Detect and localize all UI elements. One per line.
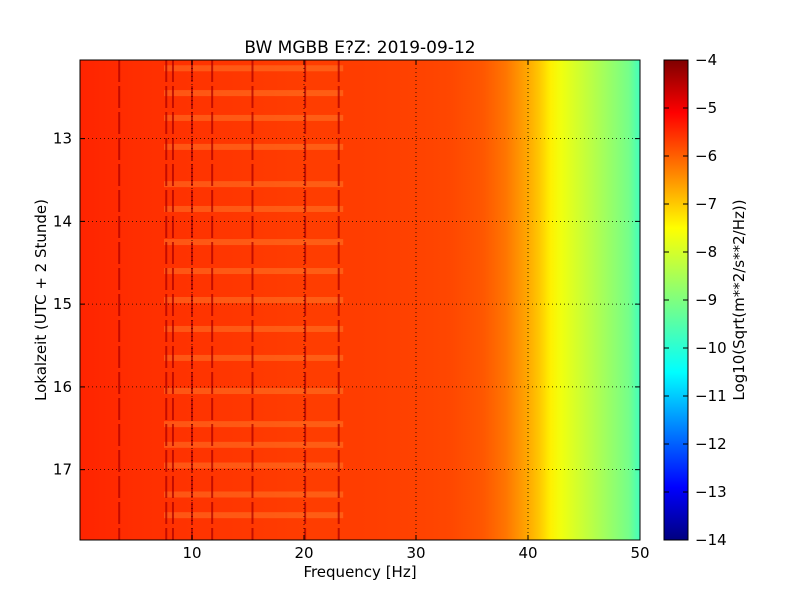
x-tick-label: 30	[406, 544, 425, 562]
y-tick-label: 17	[53, 461, 72, 479]
horizontal-band	[164, 512, 344, 519]
colorbar-tick-label: −14	[695, 531, 727, 549]
horizontal-band	[164, 297, 344, 303]
horizontal-band	[164, 90, 344, 97]
horizontal-band	[164, 205, 344, 212]
chart-title: BW MGBB E?Z: 2019-09-12	[244, 38, 475, 58]
horizontal-band	[164, 143, 344, 150]
horizontal-band	[164, 491, 344, 498]
colorbar-tick-label: −10	[695, 339, 727, 357]
colorbar-tick-label: −5	[695, 99, 717, 117]
colorbar-ticks: −4 −5 −6 −7 −8 −9 −10 −11 −12 −13 −14	[664, 51, 727, 549]
colorbar-tick-label: −4	[695, 51, 717, 69]
colorbar-tick-label: −11	[695, 387, 727, 405]
x-tick-label: 40	[518, 544, 537, 562]
horizontal-band	[164, 421, 344, 428]
colorbar-tick-label: −13	[695, 483, 727, 501]
horizontal-band	[164, 181, 344, 188]
horizontal-band	[164, 268, 344, 275]
x-tick-label: 10	[182, 544, 201, 562]
y-tick-label: 13	[53, 130, 72, 148]
y-tick-label: 14	[53, 212, 72, 230]
colorbar-tick-label: −12	[695, 435, 727, 453]
horizontal-band	[164, 441, 344, 448]
colorbar-label: Log10(Sqrt(m**2/s**2/Hz))	[730, 199, 748, 400]
colorbar-tick-label: −7	[695, 195, 717, 213]
x-tick-label: 20	[294, 544, 313, 562]
horizontal-band	[164, 65, 344, 72]
horizontal-band	[164, 462, 344, 469]
x-tick-label: 50	[630, 544, 649, 562]
y-axis-label: Lokalzeit (UTC + 2 Stunde)	[32, 199, 50, 401]
y-tick-label: 15	[53, 295, 72, 313]
horizontal-band	[164, 354, 344, 361]
spectrogram-area	[80, 60, 640, 540]
horizontal-band	[164, 114, 344, 121]
x-axis-label: Frequency [Hz]	[303, 563, 416, 581]
horizontal-band	[164, 325, 344, 332]
plot-frame	[79, 59, 641, 541]
x-axis-ticks: 10 20 30 40 50	[182, 60, 650, 562]
y-axis-ticks: 13 14 15 16 17	[53, 130, 640, 479]
colorbar-tick-label: −8	[695, 243, 717, 261]
y-tick-label: 16	[53, 378, 72, 396]
horizontal-band	[164, 239, 344, 246]
colorbar-tick-label: −9	[695, 291, 717, 309]
grid-lines	[80, 60, 640, 540]
colorbar-tick-label: −6	[695, 147, 717, 165]
horizontal-band	[164, 388, 344, 395]
